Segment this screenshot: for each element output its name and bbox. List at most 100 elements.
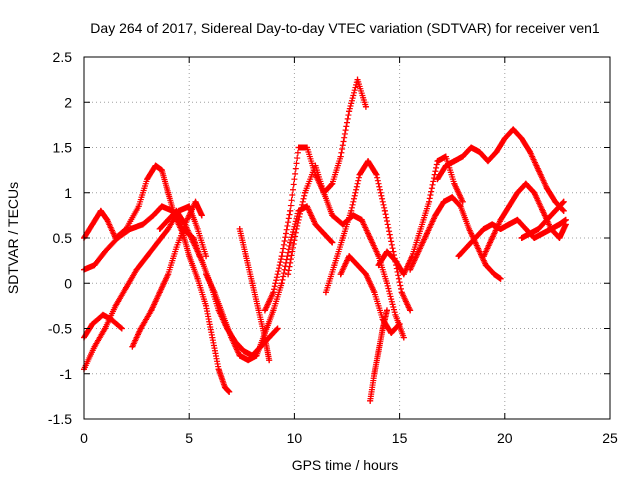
data-point <box>236 352 243 359</box>
data-point <box>144 253 151 260</box>
series-arc-13 <box>375 153 466 278</box>
data-point <box>129 343 136 350</box>
data-point <box>173 244 180 251</box>
data-point <box>301 189 308 196</box>
data-point <box>337 153 344 160</box>
data-point <box>383 307 390 314</box>
data-point <box>560 198 567 205</box>
x-tick-label: 25 <box>602 430 618 446</box>
data-point <box>219 311 226 318</box>
data-point <box>390 248 397 255</box>
data-point <box>114 235 121 241</box>
data-point <box>379 325 386 332</box>
series-arc-18 <box>480 180 569 260</box>
data-point <box>295 144 302 151</box>
data-point <box>215 366 222 373</box>
data-point <box>396 320 403 327</box>
data-point <box>236 225 243 232</box>
data-point <box>522 225 529 232</box>
data-point <box>468 144 475 151</box>
data-point <box>365 158 372 165</box>
data-point <box>373 171 380 178</box>
data-point <box>510 126 517 133</box>
x-tick-label: 20 <box>497 430 513 446</box>
data-point <box>249 280 256 287</box>
series-arc-6 <box>156 207 281 359</box>
data-point <box>194 275 201 282</box>
data-point <box>331 262 338 269</box>
data-point <box>527 230 534 237</box>
data-point <box>192 198 199 205</box>
data-point <box>104 216 111 223</box>
data-point <box>165 216 172 223</box>
data-point <box>522 180 529 187</box>
data-point <box>459 198 466 205</box>
data-point <box>240 348 247 355</box>
plus-markers <box>156 207 281 359</box>
data-point <box>484 158 491 165</box>
plus-markers <box>261 76 369 314</box>
data-point <box>556 221 563 228</box>
y-axis-label: SDTVAR / TECUs <box>5 182 21 294</box>
data-point <box>463 244 470 251</box>
data-point <box>539 207 546 214</box>
data-point <box>346 108 353 115</box>
data-point <box>266 357 273 364</box>
data-point <box>99 311 106 318</box>
data-point <box>165 271 172 278</box>
y-tick-label: 0.5 <box>53 230 73 246</box>
data-point <box>501 135 508 142</box>
data-point <box>440 198 447 205</box>
data-point <box>457 203 464 210</box>
data-point <box>255 307 262 314</box>
data-point <box>383 248 390 255</box>
data-point <box>190 239 197 246</box>
data-point <box>270 289 277 296</box>
data-point <box>346 253 353 260</box>
data-point <box>375 253 382 260</box>
data-point <box>527 149 534 156</box>
data-point <box>285 271 292 278</box>
data-point <box>137 325 144 332</box>
data-point <box>375 348 382 355</box>
series-arc-19 <box>518 198 567 241</box>
data-point <box>489 221 496 228</box>
data-point <box>354 262 361 269</box>
data-point <box>449 194 456 201</box>
data-point <box>102 325 109 332</box>
data-point <box>466 225 473 232</box>
data-point <box>535 167 542 174</box>
data-point <box>362 271 369 278</box>
data-point <box>548 225 555 232</box>
data-point <box>156 225 163 232</box>
data-point <box>329 180 336 187</box>
data-series <box>81 76 569 404</box>
data-point <box>506 203 513 210</box>
data-point <box>135 203 142 210</box>
x-axis-label: GPS time / hours <box>292 457 399 473</box>
series-arc-15 <box>407 194 504 282</box>
series-arc-11 <box>322 158 414 314</box>
x-tick-label: 10 <box>287 430 303 446</box>
data-point <box>543 216 550 223</box>
data-point <box>482 262 489 269</box>
data-point <box>362 103 369 110</box>
data-point <box>531 189 538 196</box>
data-point <box>367 397 374 404</box>
data-point <box>560 207 567 214</box>
data-point <box>211 289 218 296</box>
data-point <box>304 144 311 151</box>
data-point <box>354 76 361 83</box>
data-point <box>329 239 336 246</box>
data-point <box>209 334 216 341</box>
data-point <box>381 207 388 214</box>
data-point <box>261 307 268 314</box>
data-point <box>383 280 390 287</box>
data-point <box>152 162 159 169</box>
data-point <box>102 248 109 255</box>
data-point <box>278 280 285 287</box>
data-point <box>493 149 500 156</box>
data-point <box>400 334 407 341</box>
series-arc-10 <box>285 162 407 341</box>
data-point <box>112 302 119 309</box>
